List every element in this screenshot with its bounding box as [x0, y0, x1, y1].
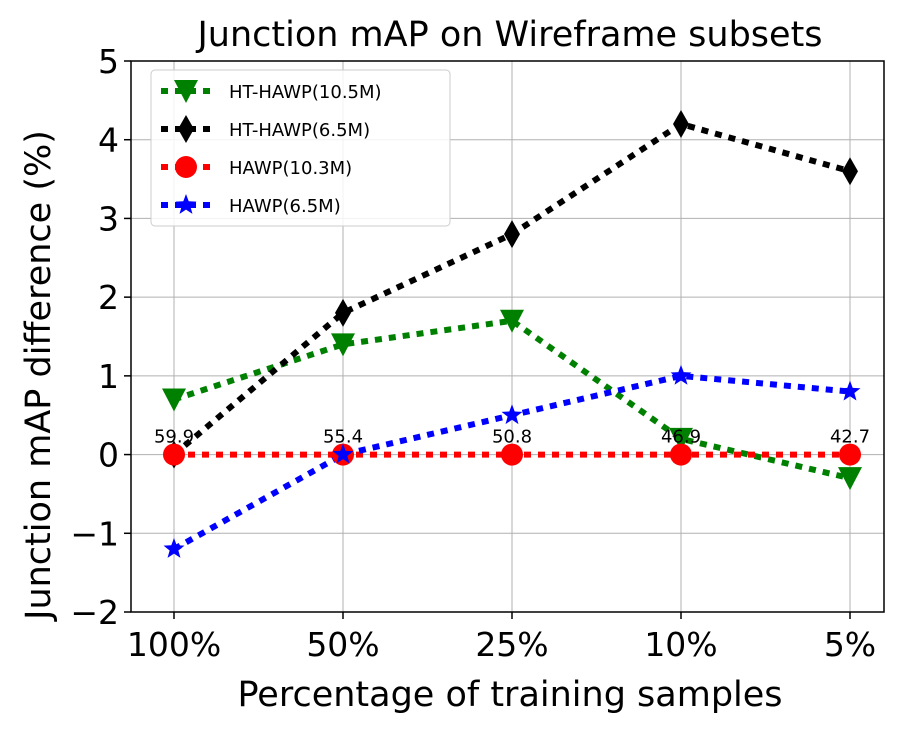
point-ht-hawp-6-5m-2: [504, 220, 520, 249]
legend-label-ht-hawp-10-5m: HT-HAWP(10.5M): [229, 82, 382, 103]
y-tick-label: 5: [98, 42, 119, 81]
y-tick-label: −2: [70, 593, 119, 632]
point-ht-hawp-10-5m-4: [838, 467, 862, 491]
point-hawp-10-3m-2: [501, 443, 523, 466]
plot-frame: [130, 60, 885, 613]
y-tick-label: 2: [98, 278, 119, 317]
baseline-value-label: 42.7: [830, 427, 870, 448]
point-ht-hawp-10-5m-3: [669, 427, 693, 451]
point-ht-hawp-6-5m-3: [673, 109, 689, 138]
point-hawp-6-5m-1: [332, 443, 354, 464]
legend-marker-hawp-10-3m: [175, 156, 197, 178]
baseline-value-label: 55.4: [323, 427, 363, 448]
legend-label-ht-hawp-6-5m: HT-HAWP(6.5M): [229, 120, 370, 141]
legend-marker-ht-hawp-10-5m: [174, 80, 198, 103]
point-hawp-6-5m-0: [163, 538, 185, 558]
x-tick-label: 5%: [824, 625, 876, 664]
y-tick-label: 3: [98, 199, 119, 238]
baseline-value-label: 59.9: [154, 427, 194, 448]
y-axis-label: Junction mAP difference (%): [19, 130, 59, 622]
legend-marker-hawp-6-5m: [175, 194, 197, 214]
series-markers: [162, 109, 862, 558]
legend: HT-HAWP(10.5M) HT-HAWP(6.5M) HAWP(10.3M) HA…: [150, 69, 451, 227]
legend-box: [150, 69, 451, 227]
point-hawp-6-5m-3: [670, 364, 692, 385]
x-tick-label: 25%: [475, 625, 548, 664]
legend-marker-ht-hawp-6-5m: [178, 115, 194, 143]
baseline-value-label: 46.9: [661, 427, 701, 448]
point-ht-hawp-10-5m-1: [331, 333, 355, 357]
data-labels: 59.9 55.4 50.8 46.9 42.7: [154, 427, 870, 448]
point-ht-hawp-10-5m-2: [500, 309, 524, 333]
chart-title: Junction mAP on Wireframe subsets: [195, 15, 822, 55]
legend-label-hawp-6-5m: HAWP(6.5M): [229, 196, 341, 217]
baseline-value-label: 50.8: [492, 427, 532, 448]
x-tick-label: 10%: [644, 625, 717, 664]
point-hawp-10-3m-4: [839, 443, 861, 466]
point-ht-hawp-10-5m-0: [162, 388, 186, 412]
legend-label-hawp-10-3m: HAWP(10.3M): [229, 158, 352, 179]
y-tick-label: 0: [98, 436, 119, 475]
y-tick-label: −1: [70, 514, 119, 553]
point-hawp-6-5m-2: [501, 404, 523, 425]
point-hawp-10-3m-0: [163, 443, 185, 466]
point-ht-hawp-6-5m-4: [842, 157, 858, 186]
point-hawp-10-3m-3: [670, 443, 692, 466]
x-axis-label: Percentage of training samples: [237, 675, 782, 715]
point-hawp-6-5m-4: [839, 380, 861, 401]
y-tick-label: 1: [98, 357, 119, 396]
x-tick-label: 100%: [127, 625, 221, 664]
point-ht-hawp-6-5m-1: [335, 298, 351, 327]
y-tick-label: 4: [98, 121, 119, 160]
x-tick-label: 50%: [306, 625, 379, 664]
